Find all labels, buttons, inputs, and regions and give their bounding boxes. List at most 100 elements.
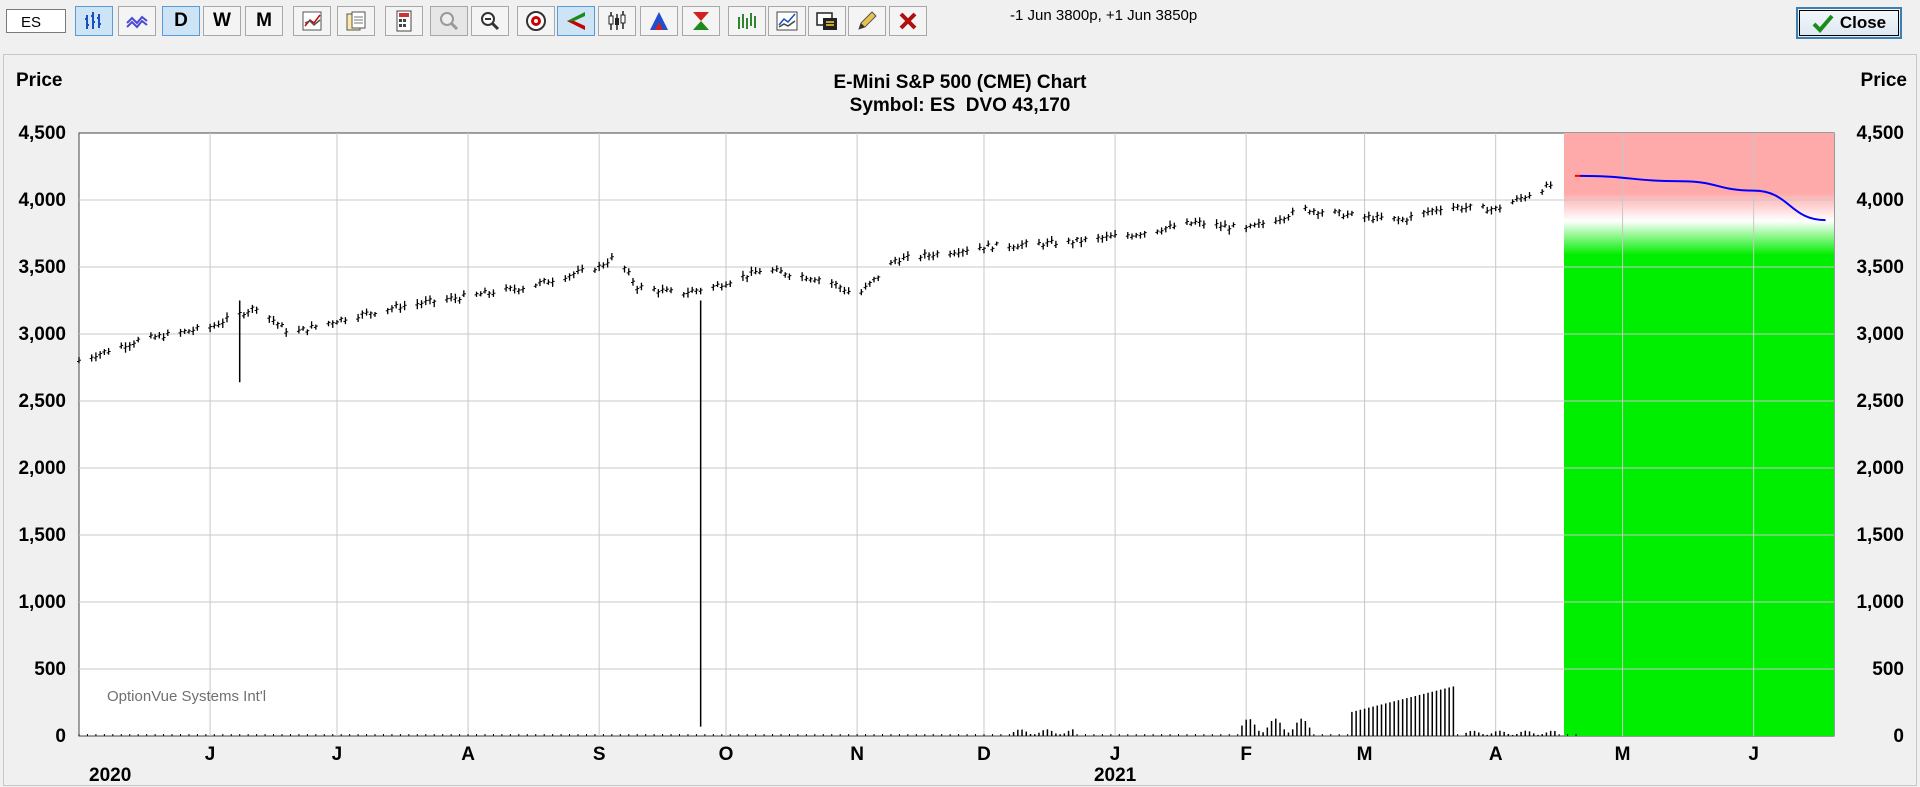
symbol-input[interactable] <box>6 9 66 33</box>
monthly-label: M <box>256 10 272 31</box>
spike-bars <box>238 300 702 727</box>
study-icon <box>302 11 322 31</box>
probability-zone <box>1564 133 1834 736</box>
chart-panel: 0 500 1,000 1,500 2,000 2,500 3,000 3,500 4,000 4… <box>3 54 1917 786</box>
y-tick-label: 500 <box>1872 659 1904 680</box>
left-arrow-icon <box>567 12 585 30</box>
bar-chart-button[interactable] <box>75 6 113 36</box>
y-tick-label: 4,000 <box>1856 190 1904 211</box>
triangle-button[interactable] <box>640 6 678 36</box>
y-axis-label-left: Price <box>16 70 62 91</box>
y-tick-label: 1,000 <box>1856 592 1904 613</box>
y-tick-label: 1,000 <box>18 592 66 613</box>
delete-icon <box>899 12 917 30</box>
chart-subtitle: Symbol: ES DVO 43,170 <box>850 95 1071 116</box>
study-button[interactable] <box>293 6 331 36</box>
calculator-icon <box>396 10 412 32</box>
y-tick-label: 2,000 <box>1856 458 1904 479</box>
x-tick-label: A <box>461 744 475 765</box>
loss-zone <box>1564 133 1834 193</box>
zoom-in-icon <box>440 12 459 31</box>
checkmark-icon <box>1812 14 1834 33</box>
transition-zone <box>1564 193 1834 255</box>
y-tick-label: 2,500 <box>18 391 66 412</box>
candle-icon <box>608 11 626 30</box>
spread-text: -1 Jun 3800p, +1 Jun 3850p <box>1010 7 1198 24</box>
candle-button[interactable] <box>598 6 636 36</box>
zoom-in-button[interactable] <box>430 6 468 36</box>
hourglass-button[interactable] <box>682 6 720 36</box>
y-tick-label: 500 <box>34 659 66 680</box>
target-icon <box>526 11 546 31</box>
close-label: Close <box>1839 13 1887 32</box>
profit-zone <box>1564 255 1834 736</box>
price-bars <box>77 174 1581 364</box>
x-tick-label: D <box>977 744 991 765</box>
y-axis-left: 0 500 1,000 1,500 2,000 2,500 3,000 3,500 4,000 4… <box>18 123 66 747</box>
pencil-button[interactable] <box>848 6 886 36</box>
x-tick-label: J <box>1110 744 1121 765</box>
y-tick-label: 3,500 <box>1856 257 1904 278</box>
grid <box>79 133 1834 736</box>
weekly-label: W <box>213 10 231 31</box>
zoom-out-icon <box>481 12 500 31</box>
multi-line-icon <box>776 11 798 31</box>
y-tick-label: 3,000 <box>18 324 66 345</box>
y-tick-label: 4,000 <box>18 190 66 211</box>
weekly-button[interactable]: W <box>203 6 241 36</box>
daily-button[interactable]: D <box>162 6 200 36</box>
y-tick-label: 4,500 <box>18 123 66 144</box>
line-chart-button[interactable] <box>118 6 156 36</box>
chart-title: E-Mini S&P 500 (CME) Chart <box>833 72 1087 93</box>
pencil-icon <box>858 11 877 30</box>
x-tick-label: F <box>1240 744 1252 765</box>
y-tick-label: 3,000 <box>1856 324 1904 345</box>
forecast-line <box>1580 174 1826 222</box>
y-tick-label: 1,500 <box>1856 525 1904 546</box>
x-tick-label: J <box>1748 744 1759 765</box>
copy-button[interactable] <box>337 6 375 36</box>
y-tick-label: 0 <box>1893 726 1904 747</box>
target-button[interactable] <box>517 6 555 36</box>
copy-icon <box>346 11 366 31</box>
calculator-button[interactable] <box>385 6 423 36</box>
triangle-icon <box>650 12 668 30</box>
y-tick-label: 2,500 <box>1856 391 1904 412</box>
y-tick-label: 1,500 <box>18 525 66 546</box>
multi-line-button[interactable] <box>768 6 806 36</box>
x-axis: J J A S O N D J F M A M J 2020 2021 <box>89 744 1759 785</box>
multi-bar-button[interactable] <box>728 6 766 36</box>
screen-icon <box>816 12 837 30</box>
price-chart[interactable]: 0 500 1,000 1,500 2,000 2,500 3,000 3,500 4,000 4… <box>4 55 1916 785</box>
zoom-out-button[interactable] <box>471 6 509 36</box>
x-tick-label: A <box>1489 744 1503 765</box>
y-axis-right: 0 500 1,000 1,500 2,000 2,500 3,000 3,500 4,000 4… <box>1856 123 1904 747</box>
monthly-button[interactable]: M <box>245 6 283 36</box>
x-tick-label: O <box>719 744 734 765</box>
y-axis-label-right: Price <box>1861 70 1907 91</box>
x-tick-label: M <box>1615 744 1631 765</box>
line-chart-icon <box>126 15 148 29</box>
y-tick-label: 4,500 <box>1856 123 1904 144</box>
x-tick-label: J <box>332 744 343 765</box>
year-label: 2021 <box>1094 765 1137 785</box>
watermark: OptionVue Systems Int'l <box>107 688 266 705</box>
x-tick-label: N <box>850 744 864 765</box>
toolbar: D W M -1 Jun 3800p, +1 Jun <box>0 0 1920 52</box>
hourglass-icon <box>693 12 709 30</box>
y-tick-label: 2,000 <box>18 458 66 479</box>
close-button[interactable]: Close <box>1796 7 1902 39</box>
delete-button[interactable] <box>889 6 927 36</box>
year-label: 2020 <box>89 765 131 785</box>
screen-button[interactable] <box>808 6 846 36</box>
x-tick-label: J <box>205 744 216 765</box>
left-arrow-button[interactable] <box>557 6 595 36</box>
bar-chart-icon <box>85 12 101 29</box>
y-tick-label: 0 <box>55 726 66 747</box>
plot-area <box>78 132 1835 737</box>
multi-bar-icon <box>738 13 756 29</box>
y-tick-label: 3,500 <box>18 257 66 278</box>
x-tick-label: S <box>593 744 606 765</box>
daily-label: D <box>174 10 188 31</box>
x-tick-label: M <box>1357 744 1373 765</box>
